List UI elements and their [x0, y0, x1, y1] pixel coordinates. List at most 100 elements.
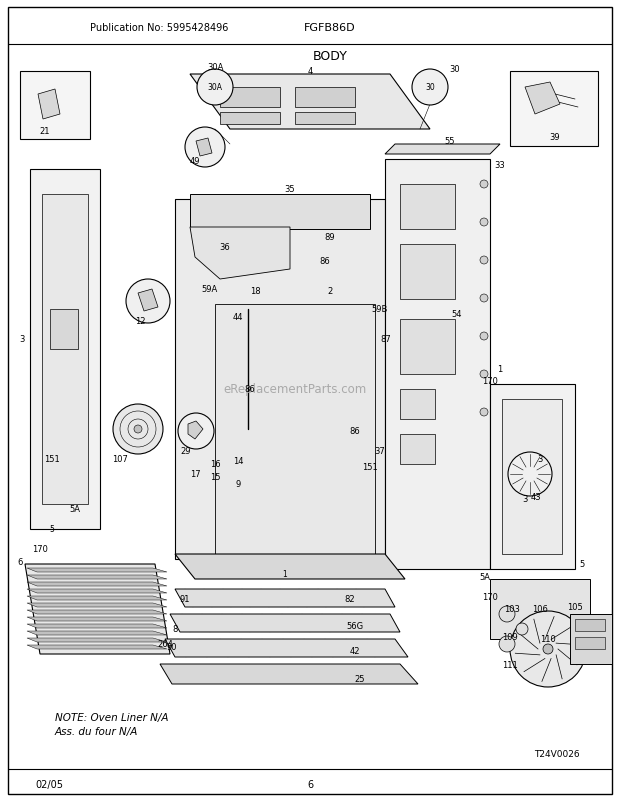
Text: 36: 36 [219, 243, 231, 252]
Polygon shape [27, 624, 167, 628]
Polygon shape [220, 88, 280, 107]
Polygon shape [170, 614, 400, 632]
Circle shape [499, 606, 515, 622]
Text: 54: 54 [452, 310, 463, 319]
Polygon shape [27, 610, 167, 614]
Text: 86: 86 [245, 385, 255, 394]
Bar [400, 184, 455, 229]
Text: 5: 5 [50, 525, 55, 534]
Text: 107: 107 [112, 455, 128, 464]
Text: 8: 8 [172, 625, 178, 634]
Circle shape [480, 408, 488, 416]
Text: 59A: 59A [202, 286, 218, 294]
Polygon shape [215, 305, 375, 554]
Polygon shape [490, 579, 590, 639]
Text: 87: 87 [381, 335, 391, 344]
Text: FGFB86D: FGFB86D [304, 23, 356, 33]
Polygon shape [188, 422, 203, 439]
Circle shape [480, 371, 488, 379]
Text: 111: 111 [502, 661, 518, 670]
Text: Ass. du four N/A: Ass. du four N/A [55, 726, 138, 736]
Text: 30: 30 [425, 83, 435, 92]
Polygon shape [502, 399, 562, 554]
Polygon shape [490, 384, 575, 569]
Polygon shape [27, 618, 167, 622]
Bar [400, 390, 435, 419]
Circle shape [543, 644, 553, 654]
Text: 151: 151 [44, 455, 60, 464]
Text: 170: 170 [32, 545, 48, 554]
Text: 3: 3 [538, 455, 542, 464]
Circle shape [412, 70, 448, 106]
Polygon shape [525, 83, 560, 115]
Polygon shape [27, 603, 167, 607]
Bar [20, 72, 90, 140]
Text: 264: 264 [157, 640, 173, 649]
Polygon shape [175, 589, 395, 607]
Bar [575, 619, 605, 631]
Text: 5A: 5A [69, 505, 81, 514]
Text: 170: 170 [482, 593, 498, 602]
Text: 16: 16 [210, 460, 220, 469]
Text: 91: 91 [180, 595, 190, 604]
Text: 2: 2 [327, 287, 332, 296]
Polygon shape [27, 645, 167, 649]
Circle shape [516, 623, 528, 635]
Polygon shape [30, 170, 100, 529]
Text: 37: 37 [374, 447, 386, 456]
Polygon shape [27, 589, 167, 593]
Polygon shape [27, 575, 167, 579]
Circle shape [185, 128, 225, 168]
Text: 109: 109 [502, 633, 518, 642]
Text: BODY: BODY [312, 51, 347, 63]
Text: 1: 1 [497, 365, 503, 374]
Text: 110: 110 [540, 634, 556, 644]
Polygon shape [175, 554, 405, 579]
Polygon shape [38, 90, 60, 119]
Text: NOTE: Oven Liner N/A: NOTE: Oven Liner N/A [55, 712, 169, 722]
Polygon shape [175, 200, 385, 559]
Text: 86: 86 [350, 427, 360, 436]
Text: 29: 29 [181, 447, 191, 456]
Text: eReplacementParts.com: eReplacementParts.com [223, 383, 366, 396]
Polygon shape [385, 160, 490, 569]
Text: 49: 49 [190, 157, 200, 166]
Text: 6: 6 [17, 558, 23, 567]
Circle shape [480, 219, 488, 227]
Polygon shape [27, 582, 167, 586]
Text: 103: 103 [504, 605, 520, 614]
Circle shape [480, 257, 488, 265]
Polygon shape [190, 195, 370, 229]
Text: 44: 44 [232, 313, 243, 322]
Bar [50, 310, 78, 350]
Text: 9: 9 [236, 480, 241, 489]
Circle shape [499, 636, 515, 652]
Polygon shape [27, 638, 167, 642]
Text: 55: 55 [445, 137, 455, 146]
Text: 6: 6 [307, 779, 313, 789]
Text: 18: 18 [250, 287, 260, 296]
Circle shape [480, 294, 488, 302]
Polygon shape [25, 565, 170, 654]
Polygon shape [295, 88, 355, 107]
Bar [575, 638, 605, 649]
Circle shape [134, 426, 142, 433]
Text: 82: 82 [345, 595, 355, 604]
Bar [400, 320, 455, 375]
Polygon shape [27, 569, 167, 573]
Polygon shape [190, 228, 290, 280]
Text: 39: 39 [550, 133, 560, 142]
Text: 105: 105 [567, 603, 583, 612]
Text: 12: 12 [135, 317, 145, 326]
Bar [570, 614, 612, 664]
Text: 25: 25 [355, 674, 365, 683]
Text: 35: 35 [285, 185, 295, 194]
Text: 15: 15 [210, 473, 220, 482]
Polygon shape [385, 145, 500, 155]
Text: 4: 4 [308, 67, 312, 76]
Polygon shape [295, 113, 355, 125]
Text: 14: 14 [232, 457, 243, 466]
Circle shape [480, 333, 488, 341]
Bar [510, 72, 598, 147]
Circle shape [197, 70, 233, 106]
